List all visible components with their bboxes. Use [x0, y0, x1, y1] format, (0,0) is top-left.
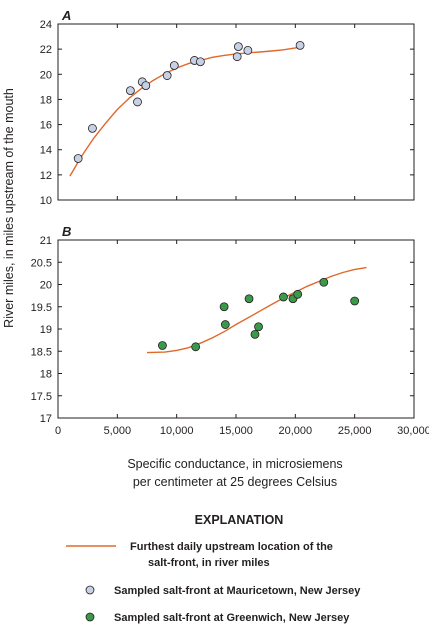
panel-b-data-point	[350, 296, 360, 306]
panel-b-y-tick-label: 20	[40, 280, 52, 292]
panel-b-data-point	[244, 294, 254, 304]
panel-b-data-point	[220, 320, 230, 329]
panel-b-data-point	[279, 292, 288, 302]
panel-a-data-point	[233, 42, 243, 52]
panel-b-y-tick-label: 19	[40, 324, 52, 336]
panel-b-salt-front-curve	[146, 266, 367, 354]
panel-a-data-point	[243, 46, 253, 55]
panel-a-y-tick-label: 22	[40, 44, 52, 56]
panel-b-chart: 0 5,000 10,000 15,000 20,000 25,000 30,000 17 17…	[31, 224, 429, 437]
panel-a-data-point	[133, 97, 142, 107]
legend-greenwich-marker	[85, 612, 95, 622]
x-tick-label: 0	[55, 425, 61, 437]
panel-b-data-point	[293, 289, 303, 299]
x-tick-label: 15,000	[219, 425, 253, 437]
panel-a-salt-front-curve	[69, 45, 302, 177]
panel-b-y-tick-label: 17.5	[31, 391, 52, 403]
panel-a-y-tick-label: 16	[40, 120, 52, 132]
panel-b-data-point	[250, 329, 260, 339]
x-tick-label: 10,000	[160, 425, 194, 437]
legend-mauricetown-label: Sampled salt-front at Mauricetown, New J…	[114, 585, 361, 597]
panel-a-data-point	[125, 86, 135, 96]
y-axis-label: River miles, in miles upstream of the mo…	[2, 88, 16, 328]
panel-a-y-tick-label: 12	[40, 170, 52, 182]
panel-a-y-tick-label: 20	[40, 69, 52, 81]
panel-a-letter: A	[61, 8, 71, 23]
panel-a-chart: 10 12 14 16 18 20 22 24 A	[40, 8, 415, 207]
panel-a-y-tick-label: 10	[40, 195, 52, 207]
panel-a-data-point	[169, 61, 179, 70]
panel-b-data-point	[158, 341, 167, 350]
panel-b-y-tick-label: 19.5	[31, 302, 52, 314]
legend-mauricetown-marker	[85, 585, 95, 595]
panel-a-data-point	[232, 52, 242, 62]
panel-a-frame	[57, 23, 415, 201]
legend-line-label-2: salt-front, in river miles	[148, 557, 270, 569]
x-tick-label: 30,000	[397, 425, 429, 437]
explanation: EXPLANATION Furthest daily upstream loca…	[66, 513, 361, 624]
panel-b-letter: B	[62, 224, 71, 239]
x-axis-label-line2: per centimeter at 25 degrees Celsius	[133, 475, 337, 489]
panel-b-y-tick-label: 21	[40, 235, 52, 247]
panel-a-data-point	[162, 71, 172, 80]
panel-a-data-point	[295, 40, 305, 50]
panel-a-data-point	[73, 154, 83, 163]
panel-b-data-point	[319, 277, 329, 287]
panel-b-y-tick-label: 20.5	[31, 257, 52, 269]
panel-b-frame	[57, 239, 415, 419]
panel-a-y-tick-label: 18	[40, 94, 52, 106]
panel-a-data-point	[88, 123, 97, 133]
panel-a-data-point	[195, 57, 205, 67]
x-tick-label: 25,000	[338, 425, 372, 437]
x-tick-label: 5,000	[104, 425, 132, 437]
panel-a-y-tick-label: 24	[40, 19, 52, 31]
panel-a-y-tick-label: 14	[40, 145, 52, 157]
panel-b-data-point	[254, 322, 263, 332]
explanation-title: EXPLANATION	[195, 513, 284, 527]
panel-b-data-point	[219, 302, 229, 312]
x-axis-label-line1: Specific conductance, in microsiemens	[127, 457, 342, 471]
panel-b-y-tick-label: 18.5	[31, 346, 52, 358]
legend-greenwich-label: Sampled salt-front at Greenwich, New Jer…	[114, 612, 350, 624]
legend-line-label-1: Furthest daily upstream location of the	[130, 541, 333, 553]
x-tick-label: 20,000	[279, 425, 313, 437]
panel-b-y-tick-label: 17	[40, 413, 52, 425]
panel-b-y-tick-label: 18	[40, 369, 52, 381]
panel-a-data-point	[141, 81, 151, 90]
panel-b-data-point	[191, 342, 201, 352]
